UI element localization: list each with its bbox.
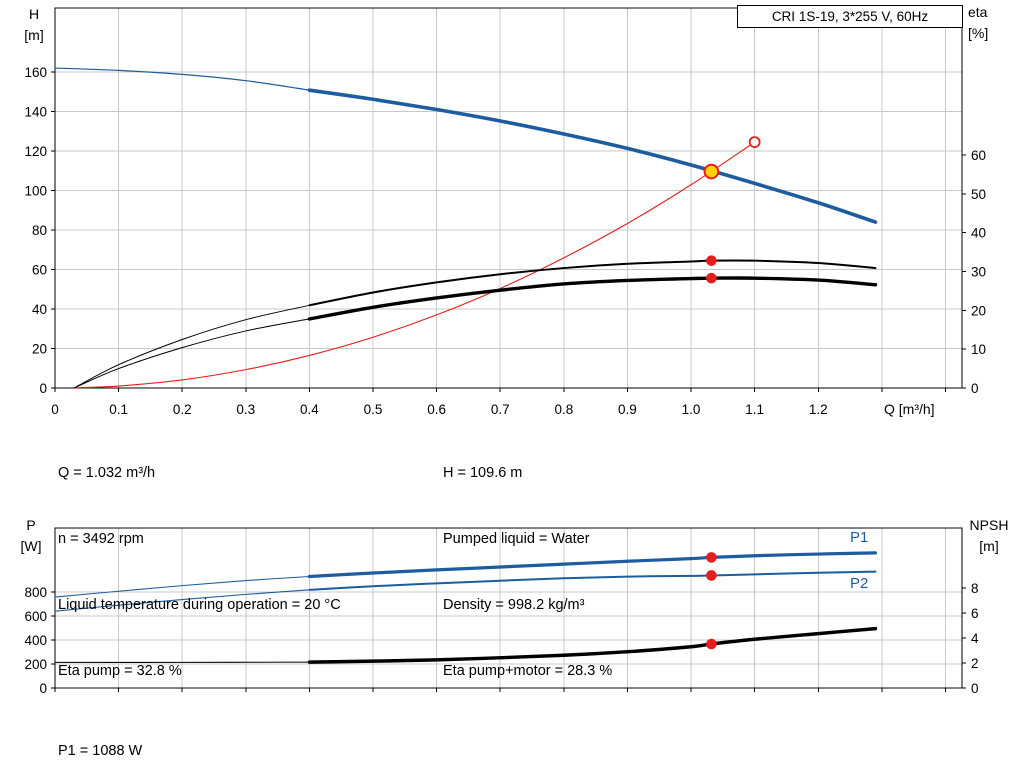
y-left-tick-label: 0: [39, 381, 47, 396]
p2-low-curve: [54, 589, 310, 612]
eta-pump-motor-low-curve: [73, 318, 310, 389]
y-right-tick-label: 0: [971, 681, 979, 696]
y-left-tick-label: 100: [24, 183, 47, 198]
eta-pump-motor-curve: [307, 276, 878, 321]
eta-axis-unit: [%]: [968, 25, 989, 41]
y-left-tick-label: 80: [32, 223, 47, 238]
y-right-tick-label: 4: [971, 631, 979, 646]
y-left-tick-label: 40: [32, 302, 47, 317]
y-left-tick-label: 600: [24, 609, 47, 624]
x-tick-label: 0.6: [427, 402, 446, 417]
p-axis-symbol: P: [26, 517, 36, 533]
x-tick-label: 0.1: [109, 402, 128, 417]
info-liquid-temperature: Liquid temperature during operation = 20…: [58, 597, 341, 613]
red-dot-marker: [706, 638, 717, 650]
red-dot-marker: [706, 272, 717, 284]
p2-curve-label: P2: [850, 575, 869, 592]
power-npsh-info: P1 = 1088 W P2 = 937.7 W NPSH = 3.52 m: [58, 696, 159, 781]
info-head: H = 109.6 m: [443, 465, 523, 481]
pump-title-box: CRI 1S-19, 3*255 V, 60Hz: [737, 5, 963, 28]
h-axis-symbol: H: [28, 6, 40, 22]
p1-curve-label: P1: [850, 529, 869, 546]
npsh-axis-title: NPSH [m]: [966, 515, 1012, 557]
y-right-tick-label: 6: [971, 606, 979, 621]
x-tick-label: 1.0: [682, 402, 701, 417]
plot-frame: [54, 527, 963, 689]
y-right-tick-label: 50: [971, 187, 986, 202]
info-density: Density = 998.2 kg/m³: [443, 597, 585, 613]
x-tick-label: 1.1: [745, 402, 764, 417]
y-left-tick-label: 60: [32, 262, 47, 277]
x-tick-label: 0.3: [236, 402, 255, 417]
h-axis-unit: [m]: [24, 27, 44, 43]
y-right-tick-label: 40: [971, 226, 986, 241]
eta-pump-curve: [308, 259, 877, 307]
eta-axis-symbol: eta: [968, 4, 988, 20]
p-axis-title: P [W]: [14, 515, 48, 557]
y-right-tick-label: 60: [971, 148, 986, 163]
plot-frame: [54, 7, 963, 389]
x-tick-label: 0.4: [300, 402, 319, 417]
info-eta-pump-motor: Eta pump+motor = 28.3 %: [443, 663, 613, 679]
info-flow: Q = 1.032 m³/h: [58, 465, 156, 481]
info-p1: P1 = 1088 W: [58, 743, 143, 759]
x-tick-label: 0.9: [618, 402, 637, 417]
duty-info-right: H = 109.6 m Pumped liquid = Water Densit…: [443, 418, 612, 726]
p1-low-curve: [54, 575, 310, 598]
info-eta-pump: Eta pump = 32.8 %: [58, 663, 182, 679]
info-speed: n = 3492 rpm: [58, 531, 144, 547]
p2-curve: [308, 570, 877, 591]
p-axis-unit: [W]: [20, 538, 42, 554]
y-left-tick-label: 200: [24, 657, 47, 672]
x-tick-label: 0.8: [554, 402, 573, 417]
y-right-tick-label: 0: [971, 381, 979, 396]
npsh-curve: [307, 626, 878, 664]
eta-axis-title: eta [%]: [968, 2, 1012, 44]
duty-info-left: Q = 1.032 m³/h n = 3492 rpm Liquid tempe…: [58, 418, 341, 726]
x-tick-label: 0.2: [173, 402, 192, 417]
info-pumped-liquid: Pumped liquid = Water: [443, 531, 590, 547]
hq-curve-low-curve: [54, 67, 311, 91]
y-right-tick-label: 10: [971, 342, 986, 357]
y-left-tick-label: 800: [24, 585, 47, 600]
y-right-tick-label: 20: [971, 303, 986, 318]
y-left-tick-label: 160: [24, 65, 47, 80]
h-axis-title: H [m]: [16, 4, 52, 46]
y-left-tick-label: 120: [24, 144, 47, 159]
y-left-tick-label: 140: [24, 104, 47, 119]
p1-curve: [307, 551, 878, 579]
red-dot-marker: [706, 570, 717, 581]
eta-pump-low-curve: [73, 304, 310, 389]
red-dot-marker: [706, 552, 717, 563]
y-left-tick-label: 400: [24, 633, 47, 648]
npsh-axis-symbol: NPSH: [969, 517, 1009, 533]
y-right-tick-label: 30: [971, 265, 986, 280]
x-tick-label: 0: [51, 402, 59, 417]
y-left-tick-label: 20: [32, 341, 47, 356]
y-right-tick-label: 8: [971, 581, 979, 596]
q-axis-title: Q [m³/h]: [884, 401, 935, 417]
y-right-tick-label: 2: [971, 656, 979, 671]
x-tick-label: 0.5: [364, 402, 383, 417]
npsh-axis-unit: [m]: [979, 538, 999, 554]
x-tick-label: 0.7: [491, 402, 510, 417]
y-left-tick-label: 0: [39, 681, 47, 696]
x-tick-label: 1.2: [809, 402, 828, 417]
open-circle-marker: [748, 136, 761, 149]
red-dot-marker: [706, 255, 717, 266]
system-curve-curve: [73, 141, 756, 389]
duty-point-marker: [703, 163, 720, 180]
hq-curve-curve: [307, 88, 878, 224]
